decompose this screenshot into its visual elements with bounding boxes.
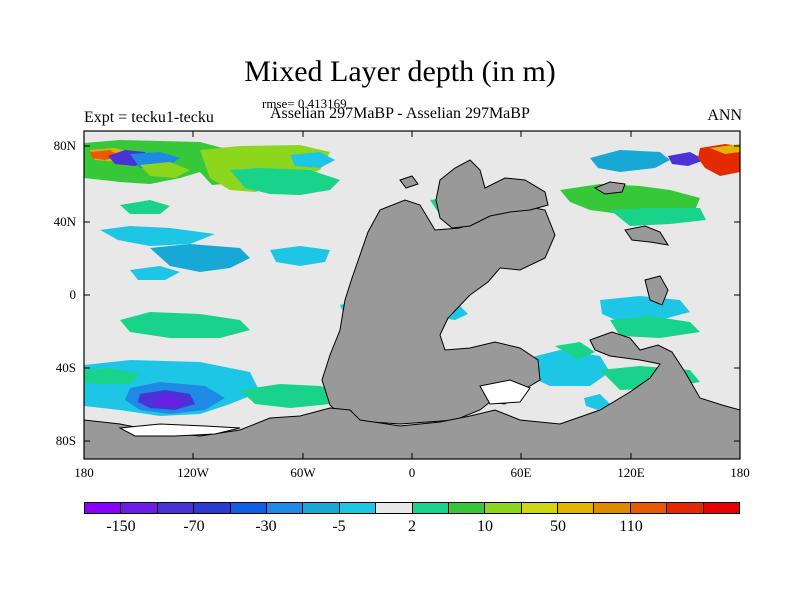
eastern-landmass [84, 331, 740, 459]
colorbar [84, 502, 740, 514]
y-tick-label: 40S [55, 360, 76, 375]
x-tick-label: 180 [730, 465, 750, 480]
x-tick-label: 120W [177, 465, 209, 480]
island-north-1 [399, 175, 419, 189]
axis-ticks [84, 131, 740, 459]
x-tick-label: 0 [408, 465, 416, 480]
colorbar-swatch [303, 503, 340, 513]
experiment-label: Expt = tecku1-tecku [84, 109, 214, 126]
colorbar-swatch [194, 503, 231, 513]
colorbar-label: -70 [183, 518, 205, 535]
season-label: ANN [707, 107, 742, 124]
colorbar-swatch [594, 503, 631, 513]
y-tick-label: 80S [55, 433, 76, 448]
x-tick-label: 60E [510, 465, 532, 480]
figure-title: Mixed Layer depth (in m) [244, 55, 556, 88]
colorbar-label: -5 [332, 518, 346, 535]
colorbar-swatch [266, 503, 304, 513]
rmse-label: rmse= 0.413169 [262, 96, 347, 111]
island-east-1 [644, 275, 669, 306]
colorbar-swatch [121, 503, 158, 513]
arctic-island [593, 181, 626, 195]
colorbar-label: 2 [408, 518, 416, 535]
colorbar-swatch [485, 503, 522, 513]
colorbar-label: 110 [619, 518, 643, 535]
period-label: Asselian 297MaBP - Asselian 297MaBP [270, 105, 530, 122]
northern-landmass [435, 159, 549, 229]
colorbar-label: -150 [106, 518, 136, 535]
x-tick-label: 120E [617, 465, 645, 480]
land-masses [84, 159, 740, 459]
colorbar-label: -30 [255, 518, 277, 535]
island-east-2 [624, 225, 670, 246]
colorbar-swatch [157, 503, 195, 513]
colorbar-swatch [376, 503, 413, 513]
colorbar-swatch [412, 503, 449, 513]
colorbar-swatch [558, 503, 595, 513]
y-tick-label: 0 [69, 287, 77, 302]
y-tick-label: 40N [53, 214, 76, 229]
colorbar-swatch [703, 503, 740, 513]
colorbar-label: 50 [550, 518, 566, 535]
colorbar-swatch [630, 503, 668, 513]
colorbar-swatch [448, 503, 486, 513]
colorbar-swatch [667, 503, 704, 513]
colorbar-swatch [339, 503, 377, 513]
colorbar-swatch [85, 503, 122, 513]
south-polar-white-region [118, 423, 241, 437]
field-anomalies [84, 140, 740, 416]
x-tick-label: 60W [290, 465, 316, 480]
colorbar-swatch [521, 503, 559, 513]
colorbar-label: 10 [477, 518, 493, 535]
y-tick-label: 80N [53, 138, 76, 153]
colorbar-swatch [230, 503, 267, 513]
x-tick-label: 180 [74, 465, 94, 480]
